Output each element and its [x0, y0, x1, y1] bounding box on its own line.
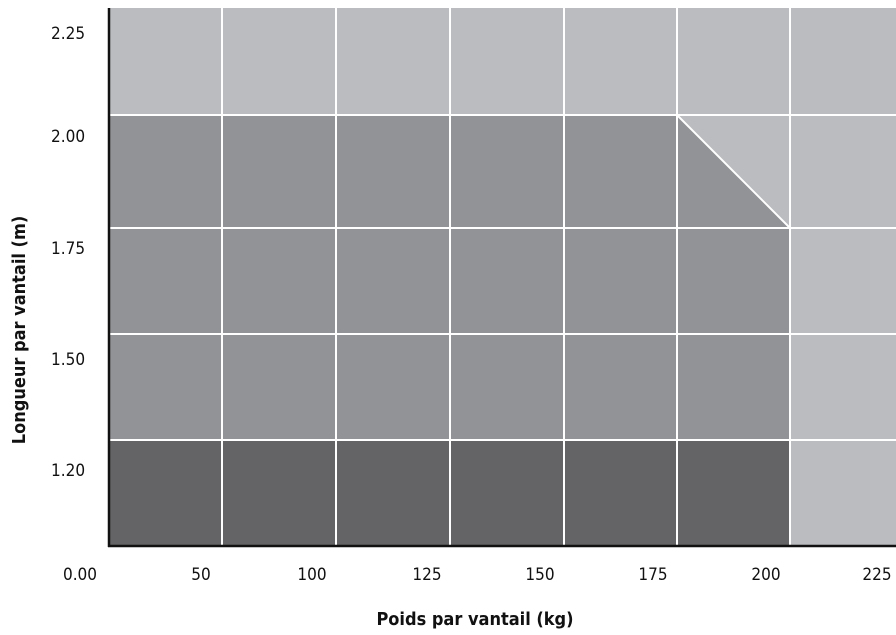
cell-r3-c0 — [110, 334, 222, 440]
cell-r2-c2 — [336, 228, 450, 334]
gridlines-layer — [110, 8, 896, 546]
cell-r2-c5 — [677, 228, 790, 334]
cell-r4-c2 — [336, 440, 450, 546]
x-tick-label: 225 — [862, 565, 891, 585]
y-axis-title: Longueur par vantail (m) — [9, 216, 30, 444]
cell-r0-c6 — [790, 8, 896, 115]
cell-r4-c0 — [110, 440, 222, 546]
y-tick-label: 1.20 — [51, 461, 85, 481]
x-tick-label: 200 — [751, 565, 780, 585]
cell-r3-c6 — [790, 334, 896, 440]
zone-boundary-diagonal — [676, 114, 791, 229]
cell-r0-c1 — [222, 8, 336, 115]
cell-r0-c5 — [677, 8, 790, 115]
x-tick-labels: 50 100 125 150 175 200 225 — [191, 565, 891, 585]
cell-r3-c5 — [677, 334, 790, 440]
cell-r1-c2 — [336, 115, 450, 228]
cell-r4-c6 — [790, 440, 896, 546]
x-origin-label: 0.00 — [63, 565, 97, 585]
x-axis-title: Poids par vantail (kg) — [376, 609, 573, 630]
cell-r2-c0 — [110, 228, 222, 334]
cell-r3-c2 — [336, 334, 450, 440]
cell-r4-c3 — [450, 440, 564, 546]
cell-r4-c4 — [564, 440, 677, 546]
x-tick-label: 175 — [638, 565, 667, 585]
y-tick-label: 1.75 — [51, 239, 85, 259]
y-tick-labels: 1.20 1.50 1.75 2.00 2.25 — [51, 24, 85, 481]
cell-r1-c6 — [790, 115, 896, 228]
cell-r3-c4 — [564, 334, 677, 440]
cell-r1-c4 — [564, 115, 677, 228]
y-tick-label: 2.00 — [51, 127, 85, 147]
x-tick-label: 150 — [525, 565, 554, 585]
x-tick-label: 100 — [297, 565, 326, 585]
cell-r0-c0 — [110, 8, 222, 115]
cell-r4-c5 — [677, 440, 790, 546]
cell-r1-c1 — [222, 115, 336, 228]
cell-r3-c3 — [450, 334, 564, 440]
y-tick-label: 1.50 — [51, 350, 85, 370]
cell-r2-c6 — [790, 228, 896, 334]
cell-r0-c3 — [450, 8, 564, 115]
cell-r2-c1 — [222, 228, 336, 334]
cell-r0-c2 — [336, 8, 450, 115]
cells-layer — [110, 8, 896, 546]
y-tick-label: 2.25 — [51, 24, 85, 44]
cell-r2-c3 — [450, 228, 564, 334]
cell-r1-c0 — [110, 115, 222, 228]
cell-r2-c4 — [564, 228, 677, 334]
cell-r0-c4 — [564, 8, 677, 115]
x-tick-label: 125 — [412, 565, 441, 585]
cell-r1-c3 — [450, 115, 564, 228]
x-tick-label: 50 — [191, 565, 210, 585]
cell-r3-c1 — [222, 334, 336, 440]
cell-r4-c1 — [222, 440, 336, 546]
